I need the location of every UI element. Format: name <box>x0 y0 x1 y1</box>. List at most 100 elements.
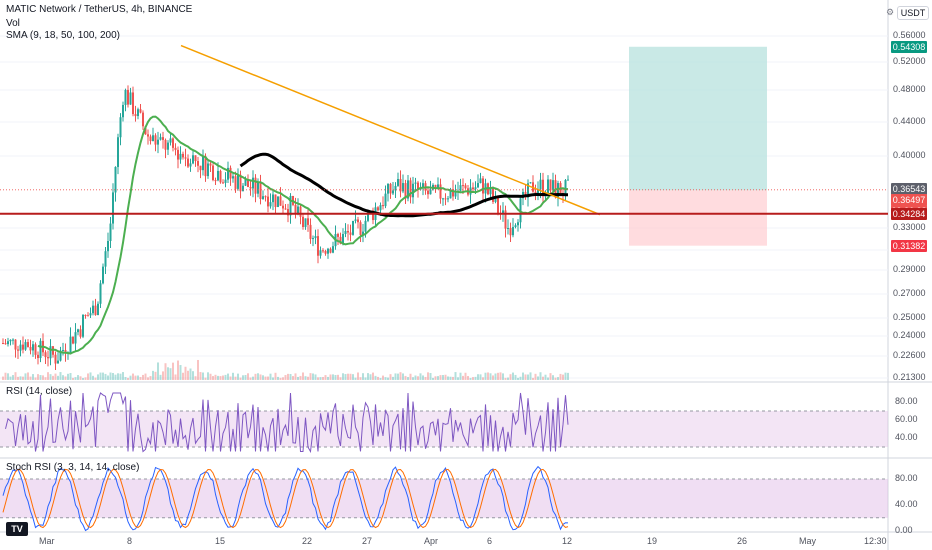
volume-bar <box>352 374 354 380</box>
candle-body <box>362 231 364 235</box>
rsi-label: RSI (14, close) <box>6 386 73 397</box>
volume-bar <box>27 372 29 380</box>
candle-body <box>229 167 232 179</box>
price-tick-label: 0.22600 <box>893 350 926 360</box>
volume-bar <box>312 373 314 380</box>
candle-body <box>269 202 272 207</box>
candle-body <box>327 248 329 254</box>
candle-body <box>99 283 102 304</box>
candle-body <box>109 223 112 241</box>
tradingview-logo: TV <box>6 522 28 536</box>
candle-body <box>397 179 399 186</box>
volume-bar <box>342 373 344 380</box>
volume-label: Vol <box>6 18 20 29</box>
candle-body <box>239 174 242 192</box>
candle-body <box>177 149 179 160</box>
candle-body <box>104 251 107 267</box>
candle-body <box>274 194 277 207</box>
price-tag: 0.34284 <box>891 207 927 220</box>
volume-bar <box>509 374 512 380</box>
sma-label: SMA (9, 18, 50, 100, 200) <box>6 30 120 41</box>
candle-body <box>529 182 532 184</box>
candle-body <box>132 92 134 115</box>
volume-bar <box>187 370 189 380</box>
price-tag: 0.31382 <box>891 239 927 252</box>
candle-body <box>257 182 259 194</box>
candle-body <box>37 354 39 359</box>
currency-button[interactable]: USDT <box>897 6 929 20</box>
volume-bar <box>184 366 187 380</box>
volume-bar <box>472 377 474 380</box>
volume-bar <box>124 376 127 380</box>
volume-bar <box>142 374 144 380</box>
candle-body <box>154 135 157 145</box>
candle-body <box>389 183 392 194</box>
candle-body <box>549 179 552 191</box>
volume-bar <box>272 377 274 380</box>
candle-body <box>47 357 49 359</box>
volume-bar <box>339 377 342 380</box>
volume-bar <box>157 362 159 380</box>
volume-bar <box>407 377 409 380</box>
candle-body <box>127 89 129 105</box>
candle-body <box>9 339 12 342</box>
candle-body <box>402 183 404 192</box>
volume-bar <box>384 377 387 380</box>
candle-body <box>2 343 4 345</box>
volume-bar <box>179 365 182 380</box>
volume-bar <box>82 377 84 380</box>
time-tick-label: 12:30 <box>864 536 887 546</box>
candle-body <box>184 157 187 159</box>
volume-bar <box>434 376 437 380</box>
candle-body <box>489 188 492 195</box>
volume-bar <box>252 376 254 380</box>
volume-bar <box>102 372 104 380</box>
volume-bar <box>74 377 77 380</box>
volume-bar <box>562 374 564 380</box>
volume-bar <box>502 373 504 380</box>
time-tick-label: 6 <box>487 536 493 546</box>
candle-body <box>314 236 317 239</box>
volume-bar <box>114 374 117 380</box>
volume-bar <box>9 376 12 380</box>
candle-body <box>189 163 192 167</box>
candle-body <box>399 179 402 192</box>
volume-bar <box>417 376 419 380</box>
price-tick-label: 0.29000 <box>893 264 926 274</box>
candle-body <box>4 343 7 345</box>
volume-bar <box>119 373 122 380</box>
price-tick-label: 0.44000 <box>893 116 926 126</box>
candle-body <box>79 329 82 337</box>
candle-body <box>349 232 352 235</box>
volume-bar <box>299 375 302 380</box>
volume-bar <box>557 377 559 380</box>
gear-icon[interactable]: ⚙ <box>885 7 895 17</box>
volume-bar <box>212 376 214 380</box>
volume-bar <box>197 359 199 380</box>
candle-body <box>494 196 497 202</box>
volume-bar <box>499 372 502 380</box>
candle-body <box>224 179 227 183</box>
volume-bar <box>497 372 499 380</box>
candle-body <box>409 180 412 198</box>
candle-body <box>379 205 382 211</box>
time-tick-label: May <box>799 536 817 546</box>
candle-body <box>34 344 37 355</box>
volume-bar <box>489 373 492 380</box>
candle-body <box>377 207 379 211</box>
price-tick-label: 0.24000 <box>893 330 926 340</box>
volume-bar <box>559 373 562 380</box>
volume-bar <box>172 362 174 380</box>
volume-bar <box>139 377 142 380</box>
candle-body <box>149 136 152 142</box>
volume-bar <box>302 372 304 380</box>
volume-bar <box>429 373 432 380</box>
candle-body <box>147 134 149 137</box>
candle-body <box>364 220 367 232</box>
candle-body <box>447 198 449 200</box>
candle-body <box>74 332 77 344</box>
volume-bar <box>232 372 234 380</box>
time-tick-label: 8 <box>127 536 133 546</box>
